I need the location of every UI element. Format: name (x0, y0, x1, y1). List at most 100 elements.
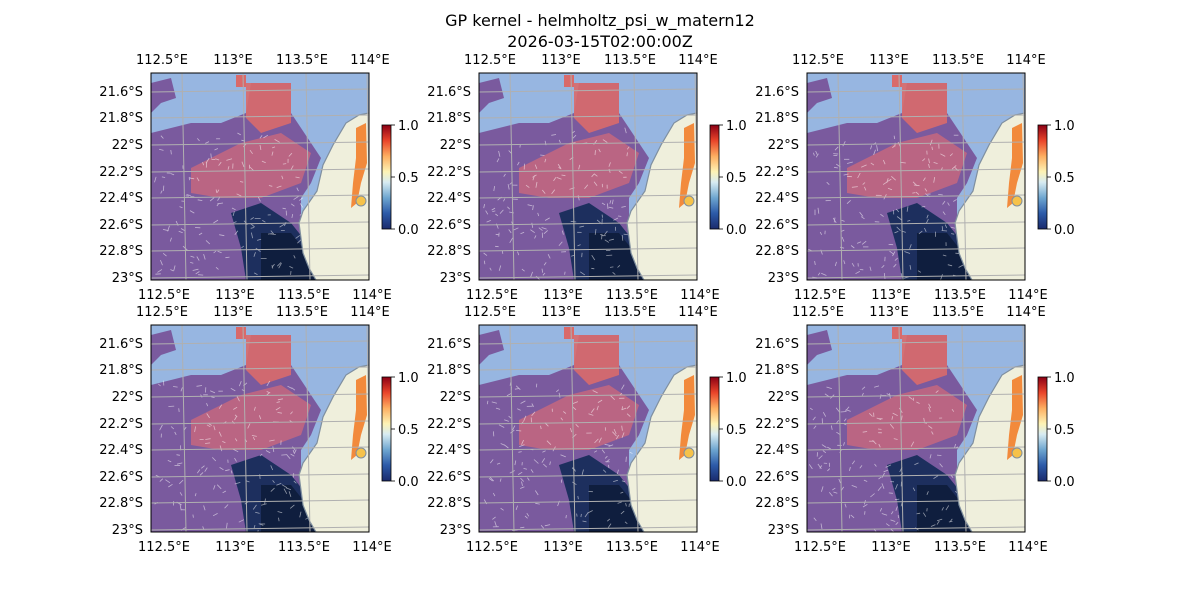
vector-arrow (210, 390, 216, 394)
vector-arrow (928, 425, 933, 429)
lat-gridline (479, 88, 697, 93)
vector-arrow (517, 408, 521, 411)
colorbar-tick-label: 0.0 (726, 475, 747, 490)
vector-arrow (270, 465, 274, 471)
vector-arrow (225, 256, 230, 259)
vector-arrow (297, 239, 302, 244)
field-overlay (807, 75, 977, 280)
field-high-region (191, 385, 311, 450)
vector-arrow (232, 211, 235, 217)
vector-arrow (263, 134, 269, 139)
vector-arrow (197, 199, 203, 201)
colorbar-tick-label: 0.5 (1054, 423, 1075, 438)
vector-arrow (289, 266, 294, 269)
field-corner (807, 78, 832, 113)
vector-arrow (626, 146, 630, 150)
vector-arrow (278, 263, 282, 269)
vector-arrow (547, 254, 551, 259)
vector-arrow (845, 406, 850, 412)
vector-arrow (299, 203, 304, 208)
vector-arrow (234, 482, 241, 485)
field-peak-region (574, 83, 619, 133)
lon-gridline (181, 325, 187, 532)
lat-tick: 22.2°S (427, 165, 471, 180)
vector-arrow (227, 166, 230, 170)
vector-arrow (922, 158, 926, 162)
field-peak-region (574, 335, 619, 385)
lat-gridline (151, 340, 369, 345)
vector-arrow (285, 487, 292, 491)
gridlines (479, 73, 697, 280)
vector-arrow (506, 392, 512, 397)
vector-arrow (272, 446, 275, 452)
vector-arrow (272, 480, 275, 484)
vector-arrow (949, 518, 953, 522)
vector-arrow (621, 432, 625, 438)
colorbar-tick-label: 1.0 (726, 119, 747, 134)
land-area (299, 365, 369, 532)
vector-arrow (626, 405, 631, 409)
vector-arrow (517, 251, 520, 256)
vector-arrow (933, 177, 936, 183)
lat-gridline (151, 446, 369, 451)
vector-arrow (288, 152, 293, 157)
vector-arrow (543, 262, 547, 266)
field-high-region (519, 133, 639, 198)
vector-arrow (486, 220, 491, 223)
lat-tick: 21.8°S (427, 111, 471, 126)
vector-arrow (494, 521, 497, 527)
vector-arrow (951, 408, 955, 412)
lat-tick: 22.8°S (99, 496, 143, 511)
vector-arrow (509, 237, 514, 244)
colorbar-gradient (1037, 124, 1048, 230)
vector-arrow (239, 181, 244, 183)
vector-arrow (286, 454, 291, 460)
vector-arrow (894, 498, 900, 501)
lat-tick: 21.8°S (755, 363, 799, 378)
vector-arrow (542, 272, 546, 276)
colorbar-gradient (709, 376, 720, 482)
vector-arrow (513, 227, 519, 231)
vector-arrow (277, 262, 282, 267)
vector-arrow (219, 445, 223, 452)
vector-arrow (912, 192, 916, 194)
vector-arrow (291, 214, 294, 218)
vector-arrow (534, 164, 538, 170)
vector-arrow (869, 413, 873, 417)
lon-tick-top: 113.5°E (604, 53, 656, 68)
estuary-field (351, 375, 367, 460)
vector-arrow (224, 504, 229, 509)
vector-arrow (253, 406, 256, 411)
vector-arrow (277, 398, 283, 401)
field-corner (807, 330, 832, 365)
lon-gridline (898, 73, 904, 280)
land-area (955, 365, 1025, 532)
lon-tick-top: 113.5°E (604, 305, 656, 320)
colorbar: 1.0 0.5 0.0 (709, 119, 747, 238)
vector-arrow (933, 162, 938, 164)
vector-arrow (531, 411, 536, 417)
vector-arrow (607, 523, 612, 528)
vector-arrow (269, 439, 275, 442)
vector-arrow (948, 521, 953, 523)
vector-arrow (222, 441, 226, 444)
vector-arrow (621, 425, 623, 431)
vector-arrow (609, 200, 612, 204)
vector-arrow (299, 197, 304, 201)
vector-arrow (262, 220, 266, 223)
lat-tick: 23°S (768, 523, 799, 538)
vector-arrow (199, 472, 204, 476)
vector-arrow (896, 216, 902, 221)
colorbar-gradient (709, 124, 720, 230)
coastline (298, 364, 369, 532)
vector-arrow (521, 439, 524, 445)
colorbar: 1.0 0.5 0.0 (709, 371, 747, 490)
vector-arrow (507, 184, 510, 190)
vector-arrow (274, 139, 280, 143)
vector-arrow (870, 162, 875, 166)
map-frame (478, 324, 698, 533)
vector-arrow (606, 459, 610, 463)
vector-arrow (162, 229, 169, 232)
lat-gridline (807, 247, 1025, 252)
vector-arrow (571, 254, 575, 257)
